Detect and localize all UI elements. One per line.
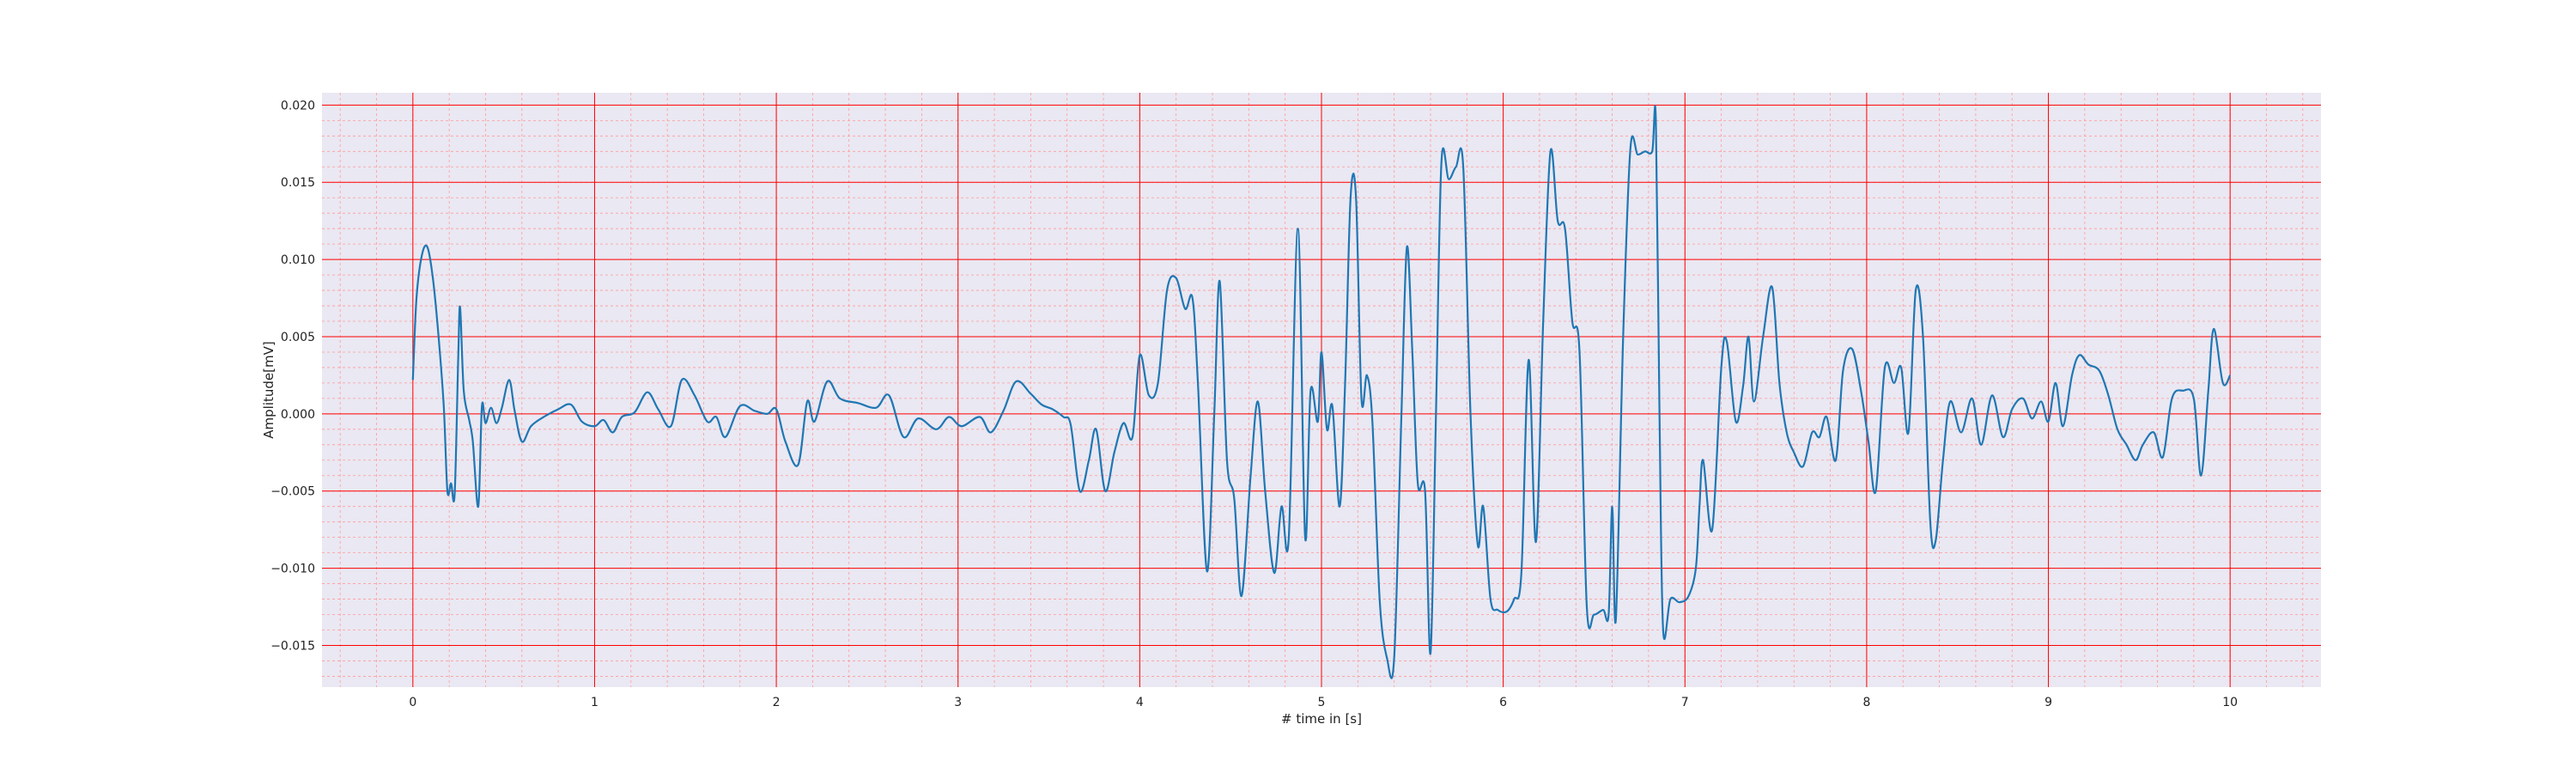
x-axis-label: # time in [s]: [1281, 711, 1362, 727]
x-tick-label: 3: [954, 696, 962, 709]
y-tick-label: 0.010: [281, 253, 315, 267]
y-axis-ticks: −0.015 −0.010 −0.005 0.000 0.005 0.010 0.015 0.…: [270, 99, 315, 653]
x-tick-label: 6: [1499, 696, 1507, 709]
x-tick-label: 9: [2044, 696, 2052, 709]
y-tick-label: 0.000: [281, 408, 315, 422]
series-layer: [411, 105, 2232, 679]
x-tick-label: 10: [2222, 696, 2238, 709]
y-tick-label: −0.015: [270, 639, 315, 653]
y-tick-label: 0.020: [281, 99, 315, 113]
y-axis-label: Amplitude[mV]: [261, 341, 276, 438]
y-tick-label: 0.005: [281, 331, 315, 344]
signal-line: [411, 105, 2232, 679]
y-tick-label: −0.010: [270, 563, 315, 576]
x-tick-label: 0: [409, 696, 416, 709]
x-tick-label: 4: [1136, 696, 1144, 709]
x-tick-label: 1: [591, 696, 598, 709]
y-tick-label: 0.015: [281, 176, 315, 190]
x-tick-label: 5: [1318, 696, 1326, 709]
x-tick-label: 7: [1681, 696, 1689, 709]
x-tick-label: 2: [773, 696, 781, 709]
major-grid: [322, 93, 2321, 687]
x-axis-ticks: 0 1 2 3 4 5 6 7 8 9 10: [409, 696, 2238, 709]
x-tick-label: 8: [1862, 696, 1870, 709]
y-tick-label: −0.005: [270, 485, 315, 499]
